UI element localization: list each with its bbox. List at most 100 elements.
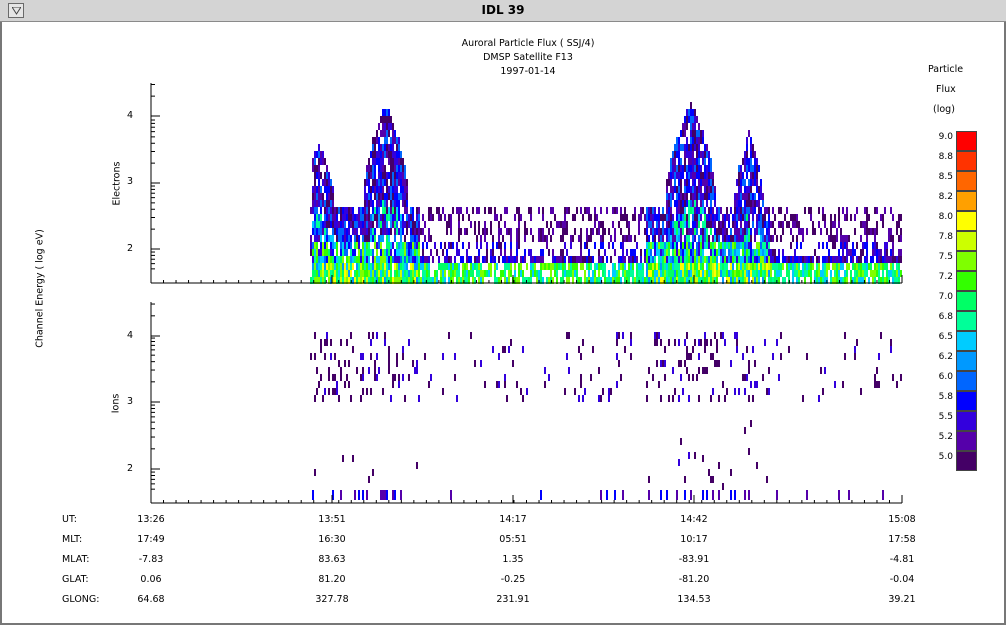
flux-cell bbox=[316, 367, 318, 374]
flux-cell bbox=[892, 235, 894, 242]
flux-cell bbox=[560, 249, 562, 256]
flux-cell bbox=[900, 214, 902, 221]
flux-cell bbox=[316, 186, 318, 193]
flux-cell bbox=[514, 270, 516, 277]
flux-cell bbox=[416, 462, 418, 469]
flux-cell bbox=[500, 270, 502, 277]
flux-cell bbox=[714, 332, 716, 339]
flux-cell bbox=[786, 207, 788, 214]
flux-cell bbox=[428, 214, 430, 221]
legend-swatch bbox=[956, 191, 977, 211]
flux-cell bbox=[626, 214, 628, 221]
flux-cell bbox=[398, 179, 400, 186]
flux-cell bbox=[700, 186, 702, 193]
flux-cell bbox=[326, 207, 328, 214]
flux-cell bbox=[482, 228, 484, 235]
flux-cell bbox=[422, 214, 424, 221]
flux-cell bbox=[674, 200, 676, 207]
flux-cell bbox=[802, 235, 804, 242]
flux-cell bbox=[666, 207, 668, 214]
flux-cell bbox=[328, 263, 330, 270]
down-triangle-icon bbox=[12, 7, 21, 15]
flux-cell bbox=[536, 270, 538, 277]
flux-cell bbox=[400, 242, 402, 249]
flux-cell bbox=[356, 277, 358, 284]
flux-cell bbox=[348, 221, 350, 228]
flux-cell bbox=[758, 214, 760, 221]
flux-cell bbox=[866, 256, 868, 263]
flux-cell bbox=[492, 256, 494, 263]
flux-cell bbox=[530, 277, 532, 284]
flux-cell bbox=[598, 367, 600, 374]
flux-cell bbox=[438, 207, 440, 214]
flux-cell bbox=[372, 249, 374, 256]
flux-cell bbox=[770, 256, 772, 263]
flux-cell bbox=[320, 256, 322, 263]
flux-cell bbox=[452, 263, 454, 270]
flux-cell bbox=[316, 249, 318, 256]
flux-cell bbox=[754, 277, 756, 284]
flux-cell bbox=[466, 270, 468, 277]
flux-cell bbox=[782, 256, 784, 263]
flux-cell bbox=[736, 193, 738, 200]
flux-cell bbox=[696, 144, 698, 151]
flux-cell bbox=[738, 242, 740, 249]
flux-cell bbox=[486, 242, 488, 249]
flux-cell bbox=[382, 207, 384, 214]
flux-cell bbox=[690, 116, 692, 123]
flux-cell bbox=[672, 395, 674, 402]
flux-cell bbox=[328, 172, 330, 179]
flux-cell bbox=[700, 228, 702, 235]
table-cell: 17:58 bbox=[888, 534, 916, 545]
flux-cell bbox=[664, 263, 666, 270]
flux-cell bbox=[344, 249, 346, 256]
flux-cell bbox=[386, 228, 388, 235]
flux-cell bbox=[340, 228, 342, 235]
flux-cell bbox=[372, 158, 374, 165]
table-cell: 10:17 bbox=[680, 534, 708, 545]
flux-cell bbox=[334, 263, 336, 270]
legend-title-line-3: (log) bbox=[933, 104, 955, 115]
flux-cell bbox=[682, 263, 684, 270]
window-menu-button[interactable] bbox=[8, 3, 24, 18]
flux-cell bbox=[758, 207, 760, 214]
flux-cell bbox=[336, 388, 338, 395]
flux-cell bbox=[700, 339, 702, 346]
flux-cell bbox=[732, 270, 734, 277]
flux-cell bbox=[334, 353, 336, 360]
flux-cell bbox=[678, 249, 680, 256]
flux-cell bbox=[490, 270, 492, 277]
flux-cell bbox=[748, 179, 750, 186]
flux-cell bbox=[338, 228, 340, 235]
flux-cell bbox=[662, 207, 664, 214]
flux-cell bbox=[374, 242, 376, 249]
flux-cell bbox=[396, 193, 398, 200]
flux-cell bbox=[520, 256, 522, 263]
flux-cell bbox=[568, 263, 570, 270]
flux-cell bbox=[668, 200, 670, 207]
flux-cell bbox=[756, 214, 758, 221]
flux-cell bbox=[608, 242, 610, 249]
flux-cell bbox=[660, 263, 662, 270]
flux-cell bbox=[710, 263, 712, 270]
flux-cell bbox=[874, 270, 876, 277]
flux-cell bbox=[692, 151, 694, 158]
flux-cell bbox=[778, 270, 780, 277]
flux-cell bbox=[832, 277, 834, 284]
flux-cell bbox=[696, 263, 698, 270]
flux-cell bbox=[658, 228, 660, 235]
flux-cell bbox=[312, 256, 314, 263]
flux-cell bbox=[688, 144, 690, 151]
flux-cell bbox=[420, 256, 422, 263]
flux-cell bbox=[390, 137, 392, 144]
flux-cell bbox=[346, 249, 348, 256]
flux-cell bbox=[698, 270, 700, 277]
flux-cell bbox=[402, 242, 404, 249]
flux-cell bbox=[666, 200, 668, 207]
flux-cell bbox=[846, 214, 848, 221]
flux-cell bbox=[414, 270, 416, 277]
flux-cell bbox=[818, 277, 820, 284]
flux-cell bbox=[374, 137, 376, 144]
flux-cell bbox=[838, 256, 840, 263]
flux-cell bbox=[398, 374, 400, 381]
